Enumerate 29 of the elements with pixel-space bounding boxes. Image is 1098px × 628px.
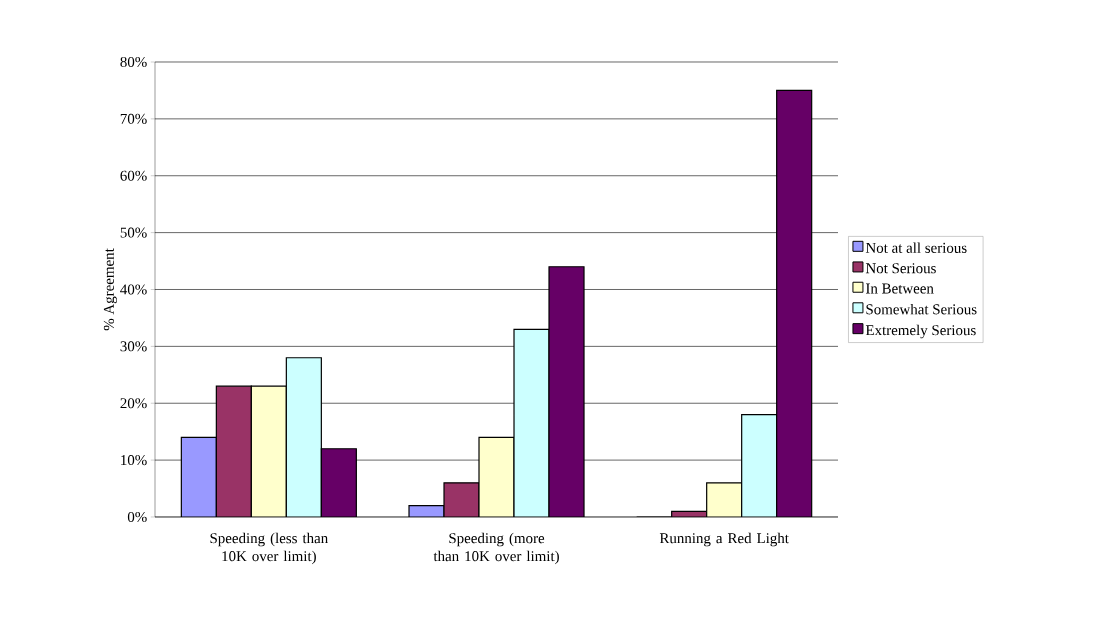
bar: [548, 266, 585, 517]
y-axis-title: % Agreement: [103, 248, 117, 331]
y-tick-label: 80%: [120, 56, 147, 68]
y-tick-label: 10%: [121, 455, 147, 466]
bar: [286, 357, 322, 517]
legend-label: Not Serious: [865, 263, 936, 274]
bar: [251, 386, 287, 517]
legend-label: In Between: [865, 283, 934, 294]
y-tick-label: 60%: [120, 170, 147, 181]
y-tick-label: 20%: [120, 398, 147, 409]
bar: [776, 89, 813, 517]
x-tick-label: Speeding (more than 10K over limit): [433, 532, 559, 565]
y-tick-label: 70%: [120, 113, 147, 124]
x-tick-label: Running a Red Light: [659, 532, 789, 547]
bar: [181, 437, 217, 517]
legend-label: Somewhat Serious: [866, 303, 977, 315]
y-tick-label: 30%: [120, 341, 147, 352]
y-tick-label: 50%: [120, 227, 147, 238]
bar: [478, 436, 515, 517]
bar: [321, 448, 357, 517]
x-tick-label: Speeding (less than 10K over limit): [210, 532, 328, 565]
y-tick-label: 0%: [127, 511, 147, 523]
bar: [216, 386, 252, 517]
legend-label: Extremely Serious: [865, 324, 976, 339]
legend-label: Not at all serious: [865, 242, 967, 253]
bar: [741, 414, 778, 517]
bar: [513, 328, 550, 517]
bar: [706, 482, 743, 517]
y-tick-label: 40%: [120, 284, 147, 295]
